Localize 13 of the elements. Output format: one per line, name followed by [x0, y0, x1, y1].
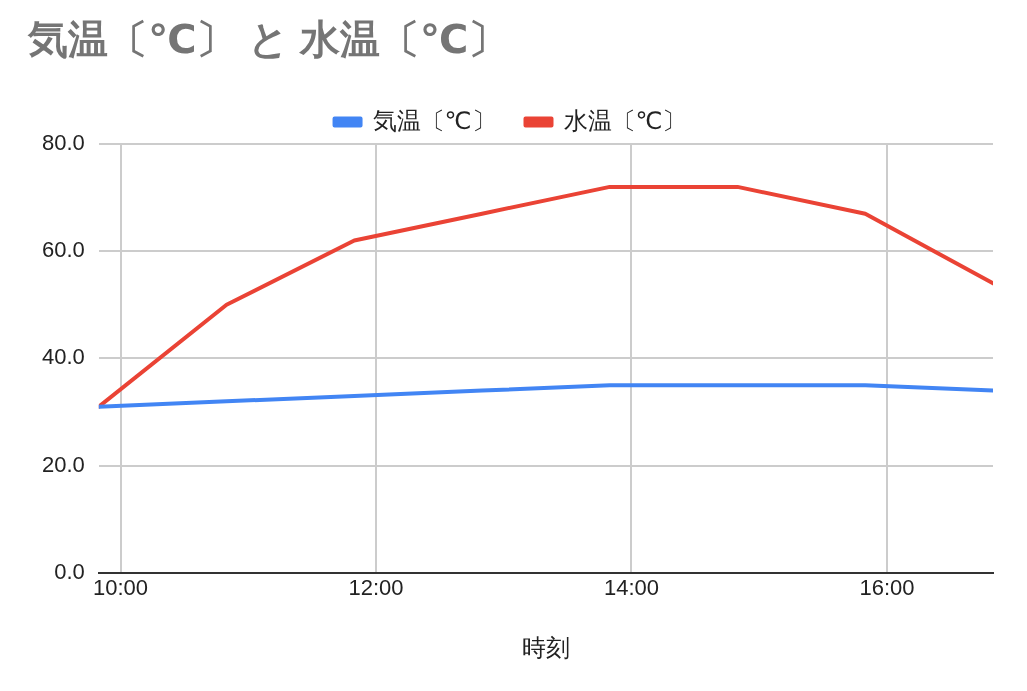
x-tick-label: 14:00: [603, 575, 660, 601]
y-tick-label: 80.0: [41, 130, 85, 156]
y-tick-label: 40.0: [41, 344, 85, 370]
y-tick-label: 20.0: [41, 451, 85, 477]
x-tick-label: 10:00: [93, 575, 149, 601]
legend-label: 水温〔℃〕: [563, 106, 687, 134]
chart-title: 気温〔℃〕 と 水温〔℃〕: [27, 17, 509, 62]
x-axis-title: 時刻: [521, 634, 570, 662]
y-tick-label: 60.0: [41, 237, 85, 263]
x-tick-label: 16:00: [859, 575, 915, 601]
x-tick-label: 12:00: [348, 575, 404, 601]
legend-label: 気温〔℃〕: [372, 106, 496, 134]
y-tick-label: 0.0: [54, 558, 85, 584]
